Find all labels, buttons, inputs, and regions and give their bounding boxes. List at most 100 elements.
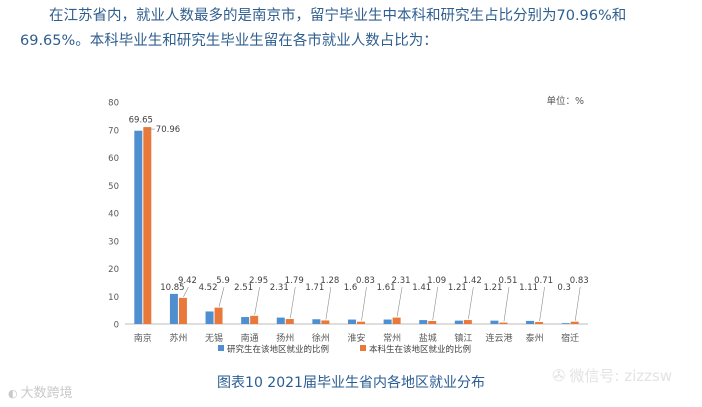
data-label-undergraduate: 2.95 [249,276,268,286]
unit-label: 单位：% [546,95,584,107]
data-label-graduate: 1.21 [483,283,502,293]
data-label-graduate: 1.71 [305,283,324,293]
x-category-label: 无锡 [205,333,223,344]
data-label-leader-line [218,286,225,307]
y-tick-label: 10 [108,293,119,303]
data-label-undergraduate: 0.51 [498,276,517,286]
data-label-undergraduate: 1.79 [285,276,304,286]
bar-graduate [134,130,143,324]
bar-undergraduate [321,320,330,324]
data-label-graduate: 1.41 [412,283,431,293]
bar-undergraduate [428,320,437,324]
x-category-label: 苏州 [169,332,187,344]
bar-graduate [169,293,178,324]
data-label-undergraduate: 9.42 [178,276,197,286]
data-label-undergraduate: 5.9 [216,276,230,286]
x-category-label: 徐州 [312,332,330,344]
watermark-right-text: 微信号: zizzsw [569,367,673,385]
x-category-label: 镇江 [454,332,472,344]
legend-label-graduate: 研究生在该地区就业的比例 [227,344,329,355]
intro-line-2: 69.65%。本科毕业生和研究生毕业生留在各市就业人数占比为： [20,33,438,49]
data-label-graduate: 1.21 [448,283,467,293]
x-category-label: 南京 [134,332,152,344]
data-label-leader-line [503,286,510,322]
y-tick-label: 80 [108,99,119,109]
data-label-graduate: 69.65 [129,116,153,126]
data-label-graduate: 4.52 [199,283,218,293]
y-tick-label: 70 [108,126,119,136]
data-label-leader-line [289,286,296,319]
data-label-graduate: 2.51 [234,283,253,293]
data-label-graduate: 10.85 [160,283,184,293]
bar-graduate [419,320,428,324]
wechat-icon: ✇ [552,366,566,385]
bar-graduate [454,320,463,324]
y-tick-label: 30 [108,237,119,247]
data-label-leader-line [325,286,332,320]
bar-undergraduate [499,322,508,324]
data-label-leader-line [468,286,474,320]
data-label-leader-line [396,286,403,317]
x-category-label: 南通 [241,332,259,344]
bar-undergraduate [285,319,294,324]
x-category-label: 连云港 [485,332,512,344]
x-category-label: 宿迁 [561,332,579,344]
bar-undergraduate [357,321,365,324]
legend-swatch-undergraduate [360,345,366,351]
data-label-undergraduate: 70.96 [156,125,180,135]
data-label-graduate: 1.61 [377,283,396,293]
data-label-leader-line [432,286,439,321]
bar-undergraduate [535,322,544,324]
x-category-label: 常州 [383,332,401,344]
data-label-leader-line [574,286,581,321]
bar-graduate [348,319,356,324]
data-label-graduate: 0.3 [557,283,571,293]
x-category-label: 泰州 [526,332,544,344]
bar-graduate [490,320,499,324]
figure-caption: 图表10 2021届毕业生省内各地区就业分布 [217,375,485,391]
x-category-label: 扬州 [276,332,294,344]
data-label-leader-line [183,286,189,297]
data-label-undergraduate: 1.42 [463,276,482,286]
watermark-left-text: 大数跨境 [20,386,73,401]
y-tick-label: 20 [108,265,119,275]
legend-label-undergraduate: 本科生在该地区就业的比例 [369,344,471,355]
data-label-undergraduate: 1.28 [320,276,339,286]
data-label-undergraduate: 0.83 [570,276,589,286]
bar-undergraduate [178,297,187,324]
data-label-undergraduate: 1.09 [427,276,446,286]
bar-graduate [312,319,321,324]
bar-undergraduate [463,320,472,324]
data-label-undergraduate: 0.83 [356,276,375,286]
bar-undergraduate [570,321,579,324]
data-label-undergraduate: 0.71 [534,276,553,286]
x-category-label: 淮安 [347,332,365,344]
data-label-graduate: 2.31 [270,283,289,293]
watermark-right: ✇ 微信号: zizzsw [552,365,672,386]
legend-swatch-graduate [218,345,224,351]
data-label-graduate: 1.11 [519,283,538,293]
bar-undergraduate [250,315,259,324]
watermark-left: ◐ 大数跨境 [8,382,73,401]
bar-undergraduate [214,307,223,324]
bar-graduate [241,317,250,324]
bar-graduate [383,319,392,324]
intro-text: 在江苏省内，就业人数最多的是南京市，留宁毕业生中本科和研究生占比分别为70.96… [20,4,690,54]
y-tick-label: 0 [114,321,119,331]
y-tick-label: 50 [108,182,119,192]
intro-line-1: 在江苏省内，就业人数最多的是南京市，留宁毕业生中本科和研究生占比分别为70.96… [49,8,627,24]
bar-undergraduate [143,127,152,324]
bar-graduate [526,320,535,324]
data-label-graduate: 1.6 [344,283,358,293]
y-tick-label: 40 [108,210,119,220]
y-tick-label: 60 [108,154,119,164]
data-label-leader-line [361,286,367,321]
x-category-label: 盐城 [419,332,437,344]
bar-undergraduate [392,317,401,324]
data-label-undergraduate: 2.31 [392,276,411,286]
data-label-leader-line [254,286,260,315]
bar-graduate [205,311,214,324]
bar-graduate [276,317,285,324]
brand-logo-icon: ◐ [8,387,18,400]
